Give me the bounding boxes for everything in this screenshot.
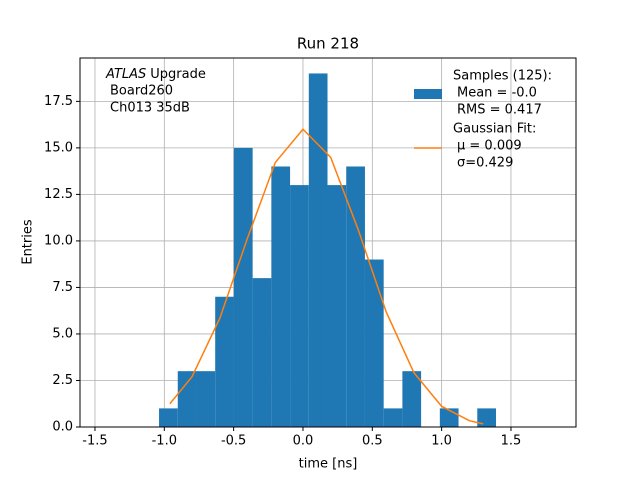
x-tick-label: -0.5 <box>221 434 246 449</box>
y-tick-label: 15.0 <box>44 140 73 155</box>
legend-label: Gaussian Fit: <box>453 122 536 137</box>
histogram-bar <box>346 166 365 427</box>
legend-detail: σ=0.429 <box>457 156 513 171</box>
marks <box>159 73 496 428</box>
histogram-bar <box>439 408 459 427</box>
histogram-bar <box>252 278 272 427</box>
legend-detail: Mean = -0.0 <box>457 86 537 101</box>
annotation-line: Ch013 35dB <box>110 101 190 116</box>
x-tick-label: 0.0 <box>293 434 314 449</box>
legend-detail: μ = 0.009 <box>457 139 522 154</box>
histogram-bar <box>215 296 234 427</box>
histogram-bar <box>364 259 384 427</box>
y-tick-label: 2.5 <box>52 373 73 388</box>
y-tick-label: 17.5 <box>44 94 73 109</box>
annotation-text: Upgrade <box>150 67 206 82</box>
y-axis-label: Entries <box>21 219 36 265</box>
x-tick-label: 1.0 <box>431 434 452 449</box>
x-tick-label: -1.5 <box>82 434 107 449</box>
histogram-bar <box>177 371 197 427</box>
histogram-bar <box>159 408 178 427</box>
histogram-bar <box>271 166 291 427</box>
histogram-bar <box>308 73 328 428</box>
annotation-emphasis: ATLAS <box>105 67 146 82</box>
x-tick-label: -1.0 <box>152 434 177 449</box>
x-tick-label: 0.5 <box>362 434 383 449</box>
histogram-bar <box>327 185 347 427</box>
chart-title: Run 218 <box>297 35 359 53</box>
y-tick-label: 7.5 <box>52 280 73 295</box>
annotation-line: Board260 <box>110 84 173 99</box>
histogram-bar <box>477 408 496 427</box>
y-tick-label: 0.0 <box>52 420 73 435</box>
histogram-bar <box>233 147 253 428</box>
histogram-bar <box>290 185 309 427</box>
annotation: ATLAS Upgrade <box>105 67 206 82</box>
axes-frame <box>79 57 577 428</box>
histogram-bar <box>196 371 216 427</box>
legend-label: Samples (125): <box>453 69 552 84</box>
x-tick-label: 1.5 <box>501 434 522 449</box>
legend-patch <box>414 89 442 99</box>
legend-detail: RMS = 0.417 <box>457 103 542 118</box>
x-axis-label: time [ns] <box>299 457 358 472</box>
histogram-bar <box>402 371 422 427</box>
histogram-bar <box>383 408 403 427</box>
fit-line <box>169 128 484 425</box>
y-tick-label: 5.0 <box>52 326 73 341</box>
y-tick-label: 10.0 <box>44 233 73 248</box>
ticks: -1.5 -1.0 -0.5 0.0 0.5 1.0 1.5 0.0 2.5 5.0 7.5 10.0… <box>44 94 521 449</box>
y-tick-label: 12.5 <box>44 187 73 202</box>
legend: Samples (125): Mean = -0.0 RMS = 0.417 Gaus… <box>414 69 552 171</box>
